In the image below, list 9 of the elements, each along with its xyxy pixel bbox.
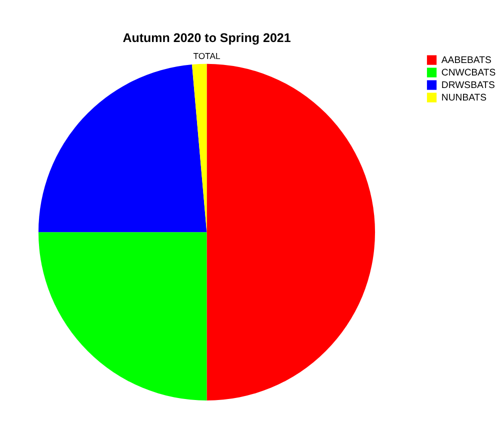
legend-label: CNWCBATS (441, 67, 496, 78)
legend-label: AABEBATS (441, 54, 492, 66)
text: TOTAL (193, 51, 220, 62)
pie-slice (206, 64, 375, 400)
legend-label: DRWSBATS (441, 80, 495, 91)
pie-slice (38, 232, 207, 400)
chart-title: Autumn 2020 to Spring 2021 (122, 30, 291, 45)
legend-label: NUNBATS (441, 92, 487, 104)
pie-slice (38, 64, 207, 232)
